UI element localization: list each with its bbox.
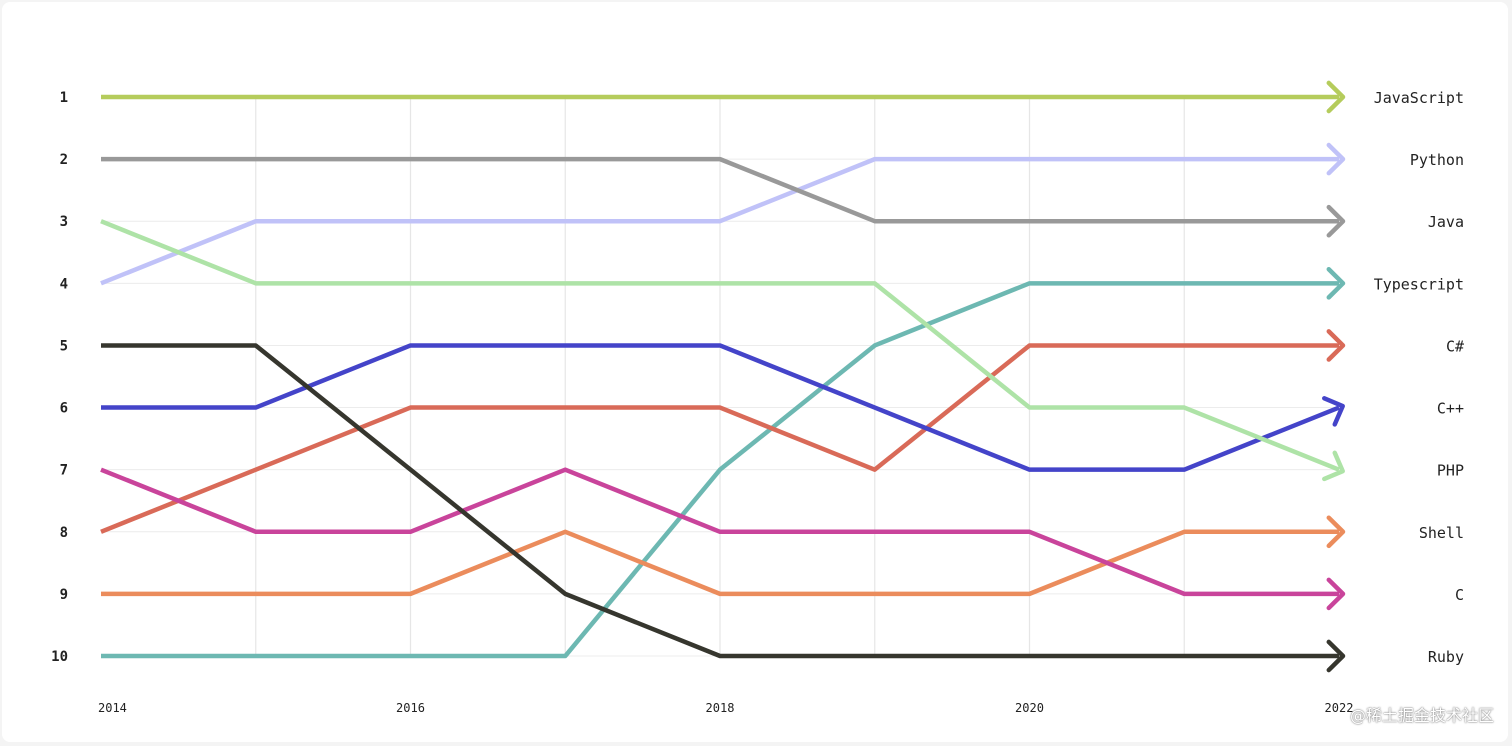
y-tick-label: 2: [60, 152, 68, 168]
x-tick-label: 2014: [98, 701, 127, 715]
series-arrowhead: [1326, 329, 1346, 362]
series-label: Java: [1428, 213, 1464, 231]
y-tick-label: 6: [60, 401, 68, 417]
series-arrowhead: [1326, 267, 1346, 300]
x-tick-label: 2016: [396, 701, 425, 715]
x-tick-label: 2020: [1015, 701, 1044, 715]
y-tick-label: 3: [60, 214, 68, 230]
series-label: C++: [1437, 400, 1464, 418]
y-tick-label: 7: [60, 463, 68, 479]
series-line: [101, 343, 1339, 659]
series-line: [100, 467, 1339, 597]
series-label: C#: [1446, 337, 1464, 355]
series-label: PHP: [1437, 462, 1464, 480]
series-label: Python: [1410, 151, 1464, 169]
x-tick-label: 2018: [706, 701, 735, 715]
series-arrowhead: [1326, 80, 1346, 114]
series-arrowhead: [1326, 639, 1346, 673]
series-arrowhead: [1322, 396, 1345, 427]
watermark: @稀土掘金技术社区: [1349, 706, 1494, 725]
series-label: Ruby: [1428, 648, 1464, 666]
series-arrowhead: [1326, 577, 1346, 611]
y-tick-label: 9: [60, 587, 68, 603]
y-tick-label: 1: [60, 90, 68, 106]
series-arrowhead: [1326, 204, 1346, 238]
x-tick-label: 2022: [1325, 701, 1354, 715]
series-arrowhead: [1326, 142, 1346, 176]
series-line: [100, 156, 1339, 286]
series-line: [101, 281, 1339, 659]
series-label: JavaScript: [1374, 89, 1464, 107]
series-line: [100, 219, 1340, 472]
y-tick-label: 8: [60, 525, 68, 541]
series-arrowhead: [1326, 515, 1346, 549]
series-line: [100, 343, 1339, 534]
series-line: [101, 529, 1339, 597]
series-label: C: [1455, 586, 1464, 604]
series-arrowhead: [1322, 450, 1345, 482]
series-label: Typescript: [1374, 275, 1464, 293]
y-tick-label: 4: [60, 276, 68, 292]
series-line: [101, 156, 1339, 224]
y-tick-label: 5: [60, 338, 68, 354]
y-tick-label: 10: [51, 649, 68, 665]
series-label: Shell: [1419, 524, 1464, 542]
